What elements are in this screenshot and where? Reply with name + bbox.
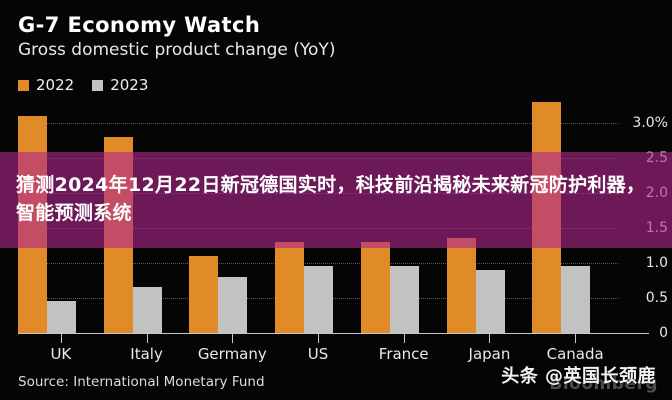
bar-japan-2023[interactable] [475, 269, 505, 333]
x-tick-label-japan: Japan [468, 345, 511, 363]
x-tick-label-canada: Canada [546, 345, 604, 363]
axis-tick [146, 334, 148, 343]
bar-canada-2023[interactable] [561, 266, 591, 333]
x-tick-label-uk: UK [50, 345, 72, 363]
bar-france-2023[interactable] [389, 266, 419, 333]
page-title: G-7 Economy Watch [18, 13, 261, 37]
bar-japan-2022[interactable] [446, 238, 476, 333]
x-tick-label-france: France [378, 345, 429, 363]
bar-germany-2023[interactable] [218, 276, 248, 333]
x-tick-label-us: US [307, 345, 329, 363]
account-watermark: 头条 @英国长颈鹿 [501, 366, 656, 387]
legend-entry[interactable]: 2023 [92, 78, 148, 93]
y-tick-label: 1.0 [645, 254, 668, 271]
legend-label: 2023 [110, 76, 149, 94]
axis-tick [60, 334, 62, 343]
x-axis-labels: UK Italy Germany US France Japan Canada [18, 345, 618, 363]
bar-italy-2023[interactable] [132, 287, 162, 333]
bar-group-japan [446, 105, 533, 333]
axis-tick [489, 334, 491, 343]
legend-label: 2022 [36, 76, 75, 94]
y-tick-label: 0 [659, 325, 668, 341]
bloomberg-logo: Bloomberg [549, 374, 658, 394]
source-note: Source: International Monetary Fund [18, 374, 265, 390]
bar-us-2023[interactable] [304, 266, 334, 333]
chart-legend: 2022 2023 [18, 78, 148, 93]
promo-overlay-banner: 猜测2024年12月22日新冠德国实时，科技前沿揭秘未来新冠防护利器，智能预测系… [0, 152, 672, 248]
x-axis-line [18, 333, 649, 334]
bar-us-2022[interactable] [275, 241, 305, 333]
legend-entry[interactable]: 2022 [18, 78, 74, 93]
promo-overlay-text: 猜测2024年12月22日新冠德国实时，科技前沿揭秘未来新冠防护利器，智能预测系… [16, 174, 646, 224]
x-tick-label-germany: Germany [197, 345, 267, 363]
y-tick-label: 3.0% [632, 114, 668, 131]
chart-subtitle: Gross domestic product change (YoY) [18, 40, 336, 61]
axis-tick [403, 334, 405, 343]
legend-swatch-2022 [18, 80, 29, 91]
legend-swatch-2023 [92, 80, 104, 91]
axis-tick [232, 334, 234, 343]
chart-header: G-7 Economy Watch Gross domestic product… [18, 14, 658, 60]
y-tick-label: 0.5 [645, 289, 668, 306]
bar-germany-2022[interactable] [189, 255, 219, 333]
bar-group-germany [189, 105, 275, 333]
axis-tick [318, 334, 319, 343]
bar-group-france [360, 105, 447, 333]
x-tick-label-italy: Italy [130, 345, 163, 363]
axis-tick [575, 334, 577, 343]
bar-group-us [275, 105, 361, 333]
bar-france-2022[interactable] [360, 241, 390, 333]
bar-uk-2023[interactable] [47, 301, 76, 333]
